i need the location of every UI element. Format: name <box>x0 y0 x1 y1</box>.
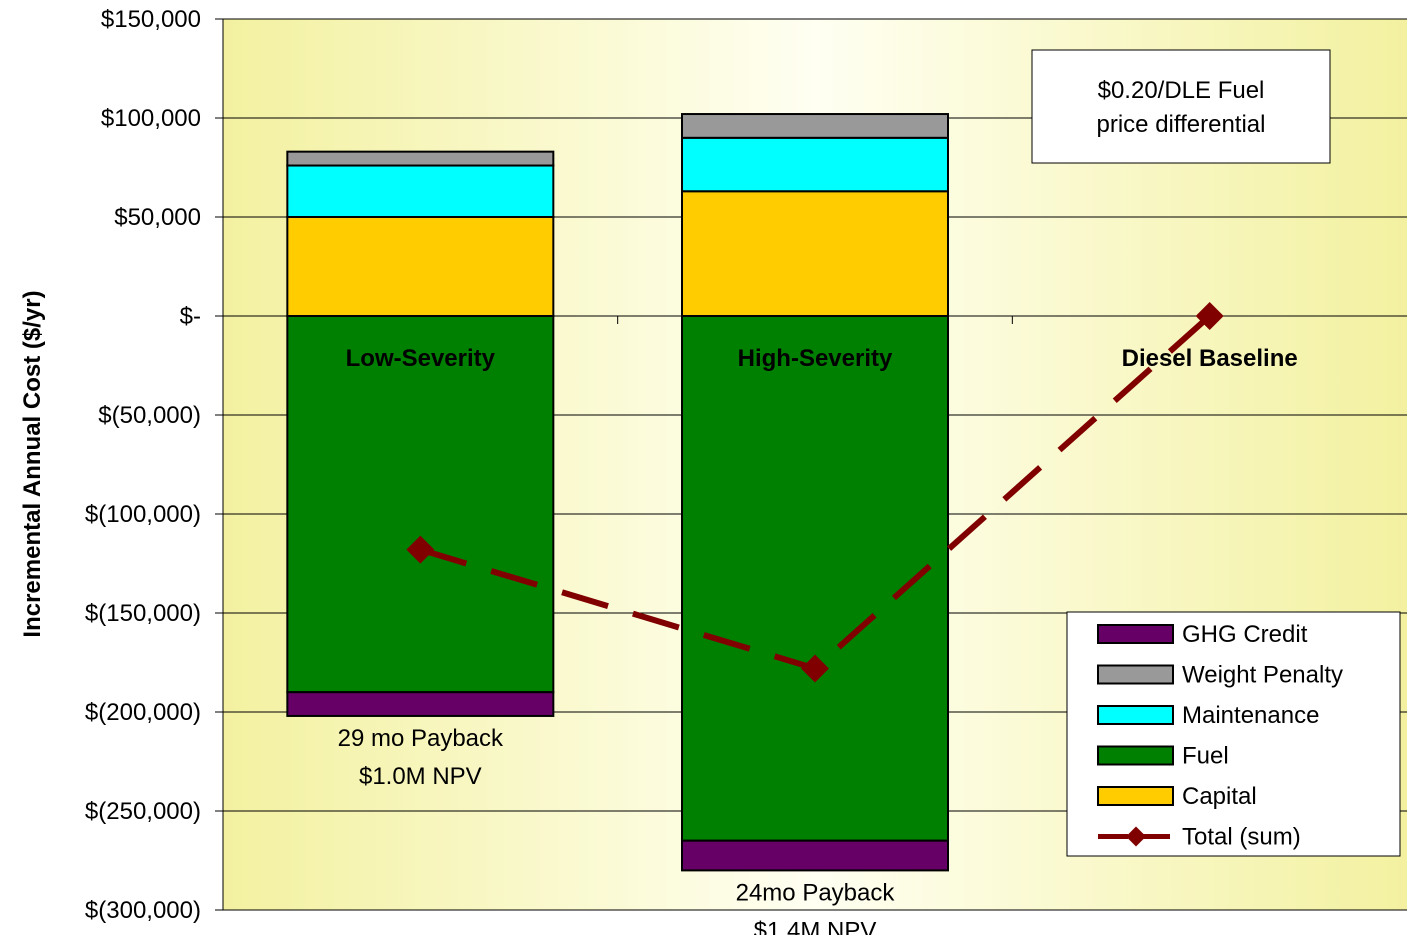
category-label: Diesel Baseline <box>1122 345 1298 372</box>
payback-annotation: 24mo Payback <box>736 879 896 906</box>
y-tick-label: $100,000 <box>101 105 201 132</box>
total-line <box>406 302 1224 683</box>
legend-label: Weight Penalty <box>1182 662 1343 689</box>
legend-label: Fuel <box>1182 743 1229 770</box>
legend-label: Capital <box>1182 783 1257 810</box>
legend-swatch <box>1097 745 1174 766</box>
total-point <box>801 654 829 683</box>
y-tick-label: $(300,000) <box>85 897 201 924</box>
category-label: High-Severity <box>738 345 893 372</box>
bars <box>286 113 949 872</box>
bar-weight-penalty <box>286 150 555 167</box>
note-line-2: price differential <box>1097 111 1266 138</box>
bar-fuel <box>681 315 949 842</box>
legend-line-marker <box>1126 826 1146 847</box>
legend-swatch <box>1097 624 1174 644</box>
category-label: Low-Severity <box>346 345 496 372</box>
payback-annotation: 29 mo Payback <box>338 725 504 752</box>
labels: Low-Severity High-Severity Diesel Baseline… <box>338 345 1298 935</box>
total-point <box>1195 302 1224 330</box>
y-tick-label: $(100,000) <box>85 501 201 528</box>
bar-capital <box>681 190 949 317</box>
bar-weight-penalty <box>681 113 949 139</box>
legend-swatch <box>1097 664 1174 685</box>
legend-label: Maintenance <box>1182 702 1319 729</box>
total-point <box>406 535 435 564</box>
legend-label: GHG Credit <box>1182 621 1308 648</box>
legend-swatch <box>1097 705 1174 725</box>
bar-ghg-credit <box>286 691 555 717</box>
axes: $150,000 $100,000 $50,000 $- $(50,000) $(100,… <box>85 6 1013 924</box>
y-axis-title: Incremental Annual Cost ($/yr) <box>19 290 46 637</box>
y-tick-label: $150,000 <box>101 6 201 33</box>
y-tick-label: $50,000 <box>114 204 201 231</box>
note-line-1: $0.20/DLE Fuel <box>1098 77 1265 104</box>
payback-annotation: $1.4M NPV <box>754 917 877 935</box>
bar-maintenance <box>286 164 555 219</box>
y-tick-label: $- <box>180 303 201 330</box>
legend-swatch <box>1097 786 1174 806</box>
bar-ghg-credit <box>681 839 949 872</box>
y-tick-label: $(250,000) <box>85 798 201 825</box>
y-tick-label: $(150,000) <box>85 600 201 627</box>
note-box: $0.20/DLE Fuel price differential <box>1031 49 1331 164</box>
bar-fuel <box>286 315 555 694</box>
payback-annotation: $1.0M NPV <box>359 763 482 790</box>
legend: GHG Credit Weight Penalty Maintenance Fuel C… <box>1066 611 1401 857</box>
legend-label: Total (sum) <box>1182 824 1301 851</box>
bar-capital <box>286 216 555 317</box>
bar-maintenance <box>681 136 949 193</box>
y-tick-label: $(50,000) <box>98 402 201 429</box>
y-tick-label: $(200,000) <box>85 699 201 726</box>
